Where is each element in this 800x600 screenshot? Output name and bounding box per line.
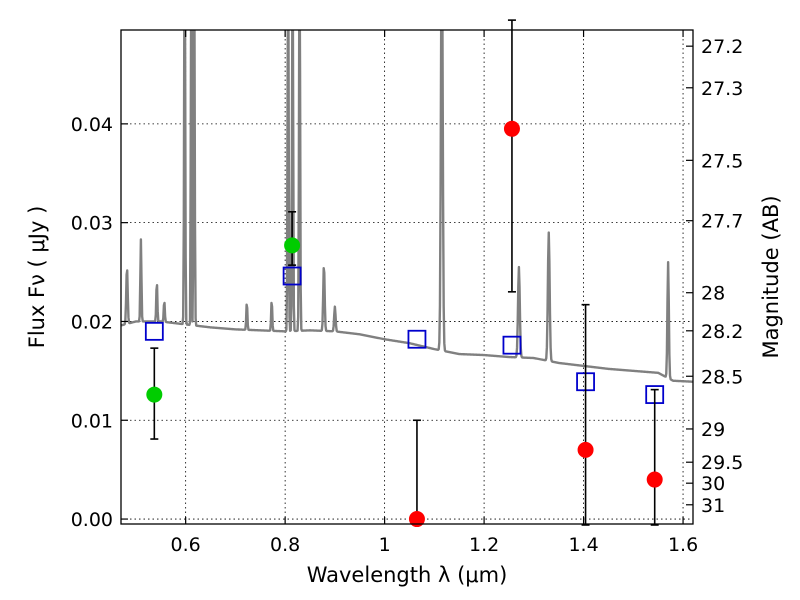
y-axis-label: Flux Fν ( μJy ) <box>25 206 49 349</box>
x-axis-label: Wavelength λ (μm) <box>307 563 508 587</box>
model-photometry-square <box>144 321 164 341</box>
y2-tick-label: 30 <box>701 473 725 495</box>
y-tick-label: 0.03 <box>71 213 113 235</box>
detection-point <box>146 386 163 403</box>
plot-area-background <box>121 30 693 524</box>
x-tick-label: 1.6 <box>668 534 698 556</box>
non-detection-point <box>646 471 663 488</box>
y2-tick-label: 29 <box>701 419 725 441</box>
y-tick-label: 0.02 <box>71 311 113 333</box>
ticks: 0.6 0.8 1 1.2 1.4 1.6 0.00 0.01 0.02 0.03 0.04 27.2… <box>71 30 743 556</box>
non-detection-point <box>408 511 425 528</box>
x-tick-label: 1.4 <box>568 534 598 556</box>
y-tick-label: 0.01 <box>71 410 113 432</box>
model-photometry-square <box>502 335 522 355</box>
y2-tick-label: 31 <box>701 495 725 517</box>
y2-tick-label: 28.2 <box>701 321 743 343</box>
y2-tick-label: 28.5 <box>701 366 743 388</box>
y2-tick-label: 28 <box>701 283 725 305</box>
model-photometry-square <box>282 266 302 286</box>
y2-tick-label: 27.3 <box>701 78 743 100</box>
y2-tick-label: 27.7 <box>701 211 743 233</box>
non-detection-point <box>577 441 594 458</box>
x-tick-label: 1 <box>379 534 391 556</box>
spectrum-line <box>121 30 693 383</box>
y-tick-label: 0.04 <box>71 114 113 136</box>
model-photometry-square <box>407 329 427 349</box>
marker-layer <box>144 19 665 528</box>
y-tick-label: 0.00 <box>71 509 113 531</box>
y-axis-label-text: Flux Fν ( μJy ) <box>25 206 49 349</box>
y2-tick-label: 29.5 <box>701 452 743 474</box>
x-tick-label: 0.6 <box>171 534 201 556</box>
non-detection-point <box>503 120 520 137</box>
detection-point <box>284 237 301 254</box>
y2-tick-label: 27.5 <box>701 150 743 172</box>
y2-tick-label: 27.2 <box>701 36 743 58</box>
data-layer <box>121 30 693 383</box>
x-tick-label: 0.8 <box>270 534 300 556</box>
y2-axis-label: Magnitude (AB) <box>759 195 783 358</box>
y2-axis-label-text: Magnitude (AB) <box>759 195 783 358</box>
x-axis-label-text: Wavelength λ (μm) <box>307 563 508 587</box>
x-tick-label: 1.2 <box>469 534 499 556</box>
plot-frame <box>120 29 694 525</box>
